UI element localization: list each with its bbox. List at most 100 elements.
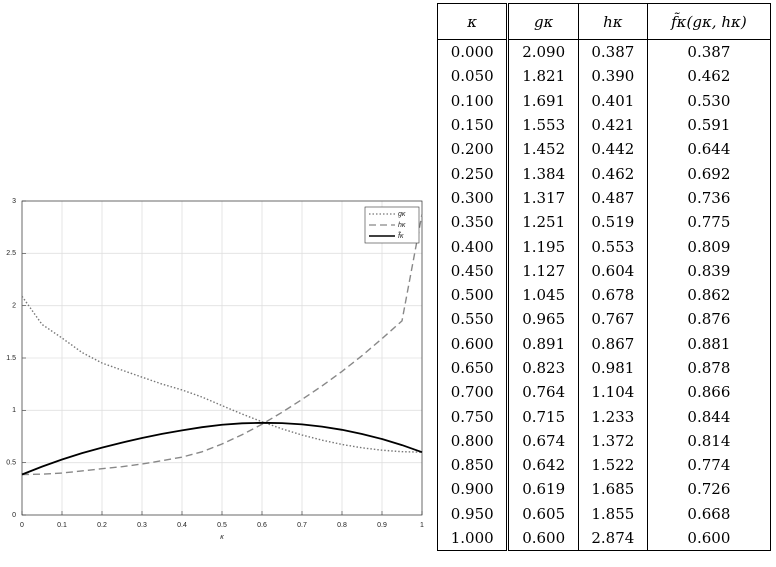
- table-row: 0.500 1.045 0.678 0.862: [436, 282, 772, 308]
- table-cell: 1.045: [507, 282, 579, 308]
- table-cell: 0.462: [577, 161, 648, 186]
- table-row: 0.100 1.691 0.401 0.530: [436, 88, 772, 113]
- header-row: κ gκ hκ f̃κ(gκ, hκ): [436, 3, 772, 40]
- table-row: 0.250 1.384 0.462 0.692: [436, 161, 772, 186]
- table-cell: 0.644: [646, 137, 772, 162]
- x-tick-label: 0.9: [377, 522, 387, 529]
- table-cell: 0.674: [507, 428, 579, 454]
- y-tick-label: 2: [12, 303, 16, 310]
- table-row: 0.850 0.642 1.522 0.774: [436, 453, 772, 478]
- table-cell: 0.604: [577, 258, 648, 283]
- table-row: 0.450 1.127 0.604 0.839: [436, 258, 772, 283]
- legend-label: f̃κ: [398, 232, 404, 240]
- table-cell: 0.867: [577, 331, 648, 356]
- table-row: 0.050 1.821 0.390 0.462: [436, 64, 772, 89]
- table-cell: 0.400: [436, 234, 510, 259]
- series-line: [21, 421, 423, 476]
- column-header: κ: [436, 3, 510, 40]
- table-cell: 0.900: [436, 477, 510, 502]
- table-cell: 0.715: [507, 404, 579, 429]
- table-cell: 0.600: [646, 525, 772, 551]
- table-cell: 0.550: [436, 307, 510, 332]
- table-cell: 1.104: [577, 380, 648, 405]
- table-cell: 1.685: [577, 477, 648, 502]
- table-row: 1.000 0.600 2.874 0.600: [436, 525, 772, 551]
- table-cell: 1.251: [507, 210, 579, 235]
- x-axis-label: κ: [220, 534, 224, 541]
- table-cell: 0.387: [577, 39, 648, 65]
- table-cell: 0.814: [646, 428, 772, 454]
- table-cell: 0.619: [507, 477, 579, 502]
- table-cell: 0.736: [646, 185, 772, 211]
- x-tick-label: 0.6: [257, 522, 267, 529]
- table-cell: 0.000: [436, 39, 510, 65]
- column-header: f̃κ(gκ, hκ): [646, 3, 772, 40]
- table-cell: 1.522: [577, 453, 648, 478]
- column-header: hκ: [577, 3, 648, 40]
- table-cell: 0.530: [646, 88, 772, 113]
- table-cell: 0.050: [436, 64, 510, 89]
- table-cell: 0.800: [436, 428, 510, 454]
- legend-label: hκ: [398, 222, 406, 229]
- table-cell: 0.387: [646, 39, 772, 65]
- chart: 0 0.5 1 1.5 2 2.5 3 0 0.1 0.2 0.3 0.4 0.5 0.6 0.7 0.8 0.…: [6, 198, 424, 541]
- legend-label: gκ: [398, 211, 406, 218]
- table-cell: 1.384: [507, 161, 579, 186]
- table-row: 0.800 0.674 1.372 0.814: [436, 428, 772, 454]
- table-cell: 0.150: [436, 112, 510, 138]
- table-cell: 1.233: [577, 404, 648, 429]
- x-tick-label: 0.7: [297, 522, 307, 529]
- table-cell: 0.844: [646, 404, 772, 429]
- table-row: 0.700 0.764 1.104 0.866: [436, 380, 772, 405]
- table-cell: 0.823: [507, 355, 579, 381]
- table-cell: 0.487: [577, 185, 648, 211]
- y-tick-label: 0.5: [6, 460, 16, 467]
- y-tick-label: 0: [12, 512, 16, 519]
- table-cell: 0.862: [646, 282, 772, 308]
- series-line: [21, 214, 423, 476]
- table-row: 0.600 0.891 0.867 0.881: [436, 331, 772, 356]
- y-tick-label: 2.5: [6, 250, 16, 257]
- table-cell: 0.881: [646, 331, 772, 356]
- table-cell: 0.600: [507, 525, 579, 551]
- table-cell: 0.300: [436, 185, 510, 211]
- table-cell: 2.874: [577, 525, 648, 551]
- y-tick-label: 3: [12, 198, 16, 205]
- table-cell: 1.372: [577, 428, 648, 454]
- x-tick-label: 0.5: [217, 522, 227, 529]
- table-cell: 0.401: [577, 88, 648, 113]
- table-cell: 0.839: [646, 258, 772, 283]
- table-cell: 0.850: [436, 453, 510, 478]
- table-cell: 0.965: [507, 307, 579, 332]
- table-cell: 1.821: [507, 64, 579, 89]
- table-row: 0.550 0.965 0.767 0.876: [436, 307, 772, 332]
- y-tick-label: 1: [12, 407, 16, 414]
- table-cell: 0.878: [646, 355, 772, 381]
- table-row: 0.650 0.823 0.981 0.878: [436, 355, 772, 381]
- table-row: 0.350 1.251 0.519 0.775: [436, 210, 772, 235]
- x-tick-label: 0.1: [57, 522, 67, 529]
- table-cell: 0.100: [436, 88, 510, 113]
- table-row: 0.200 1.452 0.442 0.644: [436, 137, 772, 162]
- table-cell: 0.390: [577, 64, 648, 89]
- plot-frame: [21, 200, 423, 516]
- table-cell: 0.642: [507, 453, 579, 478]
- table-cell: 0.700: [436, 380, 510, 405]
- table-cell: 1.000: [436, 525, 510, 551]
- column-header: gκ: [507, 3, 579, 40]
- x-tick-label: 1: [420, 522, 424, 529]
- table-cell: 0.519: [577, 210, 648, 235]
- table-cell: 0.764: [507, 380, 579, 405]
- table-row: 0.150 1.553 0.421 0.591: [436, 112, 772, 138]
- table-cell: 0.876: [646, 307, 772, 332]
- table-cell: 0.600: [436, 331, 510, 356]
- table-row: 0.750 0.715 1.233 0.844: [436, 404, 772, 429]
- table-cell: 0.809: [646, 234, 772, 259]
- table-cell: 0.775: [646, 210, 772, 235]
- x-tick-label: 0.2: [97, 522, 107, 529]
- table-cell: 0.678: [577, 282, 648, 308]
- table-cell: 0.866: [646, 380, 772, 405]
- table-row: 0.900 0.619 1.685 0.726: [436, 477, 772, 502]
- table-cell: 1.691: [507, 88, 579, 113]
- table-cell: 0.250: [436, 161, 510, 186]
